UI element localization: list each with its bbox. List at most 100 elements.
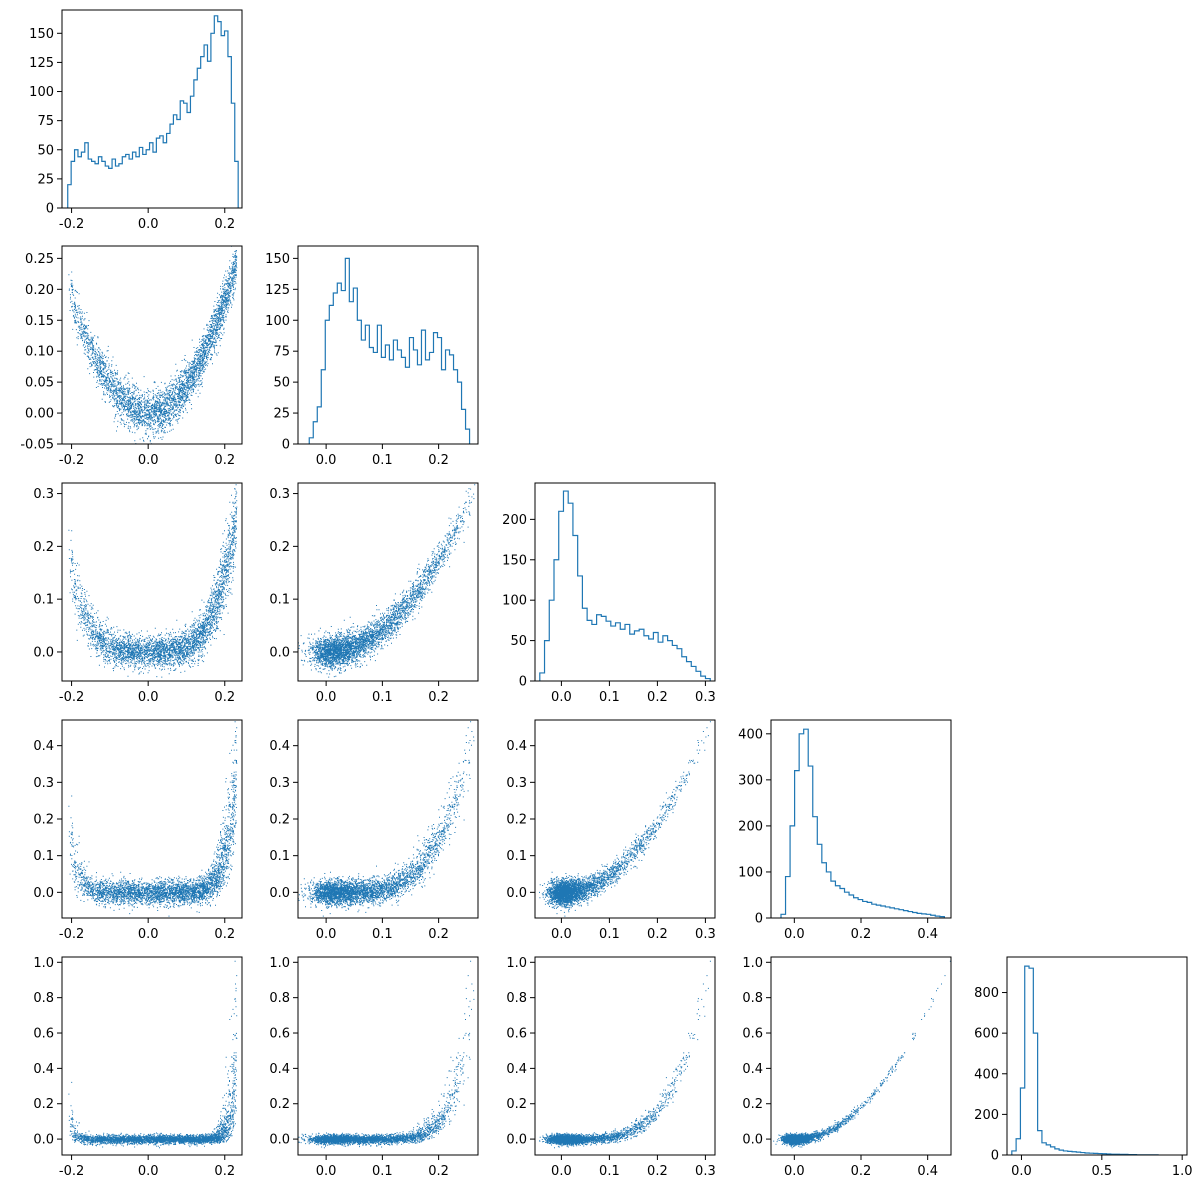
- scatter-panel-r3-c2: 0.0 0.1 0.2 0.0 0.1 0.2 0.3: [269, 482, 479, 705]
- y-tick-label: 0.1: [33, 593, 54, 608]
- x-tick-label: 0.1: [372, 1164, 393, 1179]
- x-tick-label: 0.1: [372, 927, 393, 942]
- hist-panel-5: 0.0 0.5 1.0 0 200 400 600 800: [974, 956, 1193, 1179]
- x-tick-label: 0.2: [851, 927, 872, 942]
- hist-panel-4: 0.0 0.2 0.4 0 100 200 300 400: [738, 719, 952, 942]
- y-tick-label: 0.05: [25, 376, 54, 391]
- y-tick-label: 300: [738, 773, 763, 788]
- y-tick-label: 1.0: [506, 956, 527, 971]
- axes-frame: [61, 245, 243, 445]
- x-tick-label: 0.2: [214, 453, 235, 468]
- axes-frame: [1006, 956, 1188, 1156]
- y-tick-label: 100: [502, 594, 527, 609]
- axes-frame: [534, 482, 716, 682]
- y-tick-label: 0: [46, 202, 54, 217]
- y-tick-label: 400: [738, 727, 763, 742]
- axes-frame: [534, 719, 716, 919]
- y-tick-label: 75: [37, 114, 54, 129]
- y-tick-label: 0.10: [25, 345, 54, 360]
- y-tick-label: 100: [738, 865, 763, 880]
- scatter-markers: [539, 721, 711, 917]
- hist-panel-3: 0.0 0.1 0.2 0.3 0 50 100 150 200: [502, 482, 716, 705]
- scatter-points: [298, 484, 476, 678]
- x-tick-label: 0.0: [138, 1164, 159, 1179]
- scatter-points: [539, 721, 711, 917]
- y-tick-label: -0.05: [20, 438, 54, 453]
- y-tick-label: 100: [265, 314, 290, 329]
- x-tick-label: 0.0: [316, 690, 337, 705]
- y-tick-label: 0.0: [269, 886, 290, 901]
- x-tick-label: 0.2: [428, 927, 449, 942]
- y-tick-label: 0.4: [506, 1062, 527, 1077]
- y-tick-label: 200: [502, 513, 527, 528]
- x-tick-label: 0.0: [138, 453, 159, 468]
- y-tick-label: 0.15: [25, 314, 54, 329]
- y-tick-label: 0.4: [33, 1062, 54, 1077]
- axes-frame: [61, 9, 243, 209]
- axes-frame: [61, 719, 243, 919]
- scatter-panel-r4-c3: 0.0 0.1 0.2 0.3 0.0 0.1 0.2 0.3 0.4: [506, 719, 716, 942]
- y-tick-label: 0.1: [269, 849, 290, 864]
- y-tick-label: 1.0: [269, 956, 290, 971]
- y-tick-label: 0.8: [742, 991, 763, 1006]
- y-tick-label: 50: [37, 143, 54, 158]
- x-tick-label: 0.0: [316, 927, 337, 942]
- y-tick-label: 1.0: [742, 956, 763, 971]
- x-tick-label: 0.2: [214, 690, 235, 705]
- y-tick-label: 0: [755, 912, 763, 927]
- scatter-panel-r2-c1: -0.2 0.0 0.2 -0.05 0.00 0.05 0.10 0.15 0.20 0.25: [20, 245, 243, 468]
- x-tick-label: 0.2: [214, 217, 235, 232]
- y-tick-label: 75: [273, 345, 290, 360]
- x-tick-label: 0.2: [214, 927, 235, 942]
- x-tick-label: 0.0: [138, 927, 159, 942]
- axes-frame: [770, 719, 952, 919]
- y-tick-label: 0.1: [33, 849, 54, 864]
- scatter-panel-r5-c3: 0.0 0.1 0.2 0.3 0.0 0.2 0.4 0.6 0.8 1.0: [506, 956, 715, 1179]
- x-tick-label: 0.0: [784, 1164, 805, 1179]
- x-tick-label: 0.1: [599, 690, 620, 705]
- y-tick-label: 0.0: [33, 645, 54, 660]
- x-tick-label: -0.2: [59, 927, 84, 942]
- y-tick-label: 0.00: [25, 407, 54, 422]
- y-tick-label: 0.4: [269, 739, 290, 754]
- y-tick-label: 0.0: [506, 1133, 527, 1148]
- x-tick-label: -0.2: [59, 690, 84, 705]
- y-tick-label: 0: [991, 1149, 999, 1164]
- y-tick-label: 0.1: [269, 593, 290, 608]
- x-tick-label: -0.2: [59, 453, 84, 468]
- x-tick-label: 0.2: [647, 690, 668, 705]
- y-tick-label: 600: [974, 1027, 999, 1042]
- scatter-panel-r5-c4: 0.0 0.2 0.4 0.0 0.2 0.4 0.6 0.8 1.0: [742, 956, 952, 1179]
- x-tick-label: 0.1: [599, 927, 620, 942]
- axes-frame: [61, 482, 243, 682]
- histogram-step-v4: [780, 728, 945, 918]
- y-tick-label: 0.2: [33, 1097, 54, 1112]
- y-tick-label: 200: [738, 819, 763, 834]
- x-tick-label: 0.0: [138, 690, 159, 705]
- scatter-markers: [68, 484, 238, 678]
- axes-frame: [61, 956, 243, 1156]
- axes-frame: [297, 482, 479, 682]
- y-tick-label: 0.4: [742, 1062, 763, 1077]
- y-tick-label: 0.0: [269, 1133, 290, 1148]
- y-tick-label: 400: [974, 1067, 999, 1082]
- x-tick-label: 0.0: [1011, 1164, 1032, 1179]
- scatter-points: [68, 484, 238, 678]
- x-tick-label: 0.0: [138, 217, 159, 232]
- x-tick-label: 0.1: [372, 690, 393, 705]
- y-tick-label: 0.0: [269, 645, 290, 660]
- scatter-panel-r5-c1: -0.2 0.0 0.2 0.0 0.2 0.4 0.6 0.8 1.0: [33, 956, 243, 1179]
- scatter-markers: [68, 246, 238, 444]
- y-tick-label: 0.3: [269, 487, 290, 502]
- scatter-panel-r3-c1: -0.2 0.0 0.2 0.0 0.1 0.2 0.3: [33, 482, 243, 705]
- x-tick-label: 0.2: [647, 927, 668, 942]
- x-tick-label: 0.1: [372, 453, 393, 468]
- x-tick-label: 0.2: [214, 1164, 235, 1179]
- y-tick-label: 0.25: [25, 252, 54, 267]
- x-tick-label: 0.4: [917, 1164, 938, 1179]
- y-tick-label: 0.8: [269, 991, 290, 1006]
- y-tick-label: 0.0: [506, 886, 527, 901]
- axes-frame: [770, 956, 952, 1156]
- x-tick-label: 0.1: [599, 1164, 620, 1179]
